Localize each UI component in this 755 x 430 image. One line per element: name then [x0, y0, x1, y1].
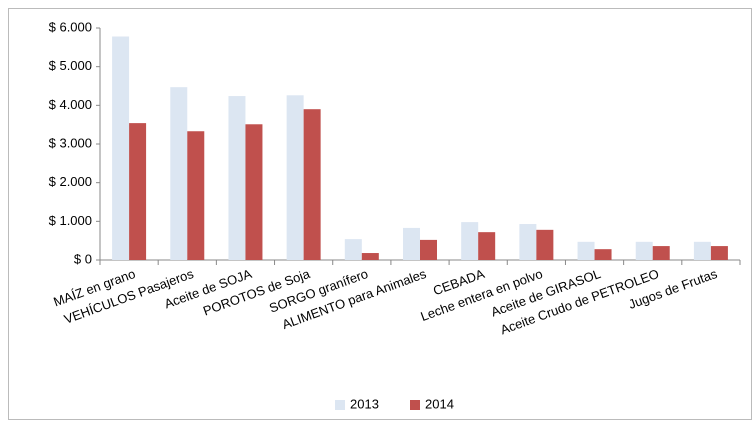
bar	[303, 109, 321, 260]
bar	[245, 124, 263, 260]
bar	[361, 253, 379, 260]
y-tick-label: $ 1.000	[49, 213, 92, 228]
bar	[519, 224, 537, 260]
y-tick-label: $ 0	[74, 251, 92, 266]
bar	[635, 241, 653, 260]
bar	[710, 246, 728, 260]
bar	[286, 95, 304, 260]
bar	[536, 229, 554, 260]
bar	[594, 249, 612, 260]
bar	[478, 232, 496, 260]
bar	[693, 241, 711, 260]
bar	[461, 222, 479, 260]
y-tick-label: $ 3.000	[49, 135, 92, 150]
legend-swatch	[410, 400, 420, 410]
y-tick-label: $ 6.000	[49, 19, 92, 34]
y-tick-label: $ 5.000	[49, 58, 92, 73]
bar	[652, 246, 670, 260]
bar	[344, 239, 362, 260]
y-tick-label: $ 4.000	[49, 97, 92, 112]
legend-swatch	[335, 400, 345, 410]
bar	[170, 87, 188, 260]
bar	[228, 96, 246, 260]
bar	[420, 239, 437, 260]
bar	[577, 241, 595, 260]
y-tick-label: $ 2.000	[49, 174, 92, 189]
bar	[187, 131, 205, 260]
bar	[112, 36, 130, 260]
bar	[129, 123, 147, 261]
legend-label: 2014	[425, 396, 454, 411]
legend-label: 2013	[350, 396, 379, 411]
bar	[403, 227, 420, 260]
